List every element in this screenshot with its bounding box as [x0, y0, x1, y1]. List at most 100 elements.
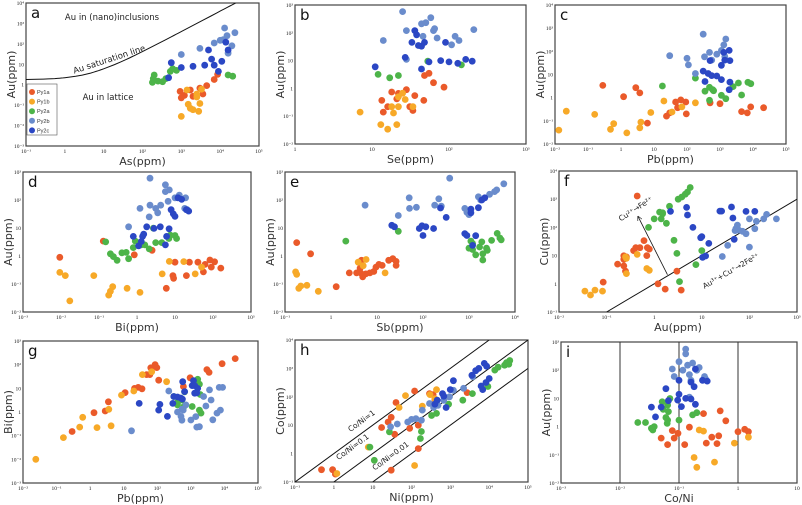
plot-area — [32, 355, 239, 463]
y-tick-label: 10² — [546, 49, 554, 55]
point-py1b — [409, 103, 417, 111]
x-tick-label: 10⁵ — [782, 147, 790, 153]
point-py1a — [599, 82, 607, 89]
point-py2c — [467, 205, 475, 213]
point-py2b — [724, 242, 732, 249]
x-axis-label: Se(ppm) — [387, 153, 434, 166]
x-tick-label: 10 — [172, 315, 178, 321]
x-tick-label: 10³ — [178, 149, 186, 155]
point-py1a — [708, 433, 716, 441]
point-py2b — [763, 211, 770, 218]
point-py1b — [123, 284, 131, 292]
point-py2c — [437, 204, 444, 212]
point-py1b — [426, 391, 434, 398]
point-py1a — [194, 258, 202, 266]
x-tick-label: 10³ — [793, 315, 801, 321]
point-py2c — [682, 395, 690, 402]
point-py1b — [333, 470, 341, 477]
point-py2a — [366, 443, 374, 451]
point-py1b — [79, 413, 87, 421]
point-py1a — [171, 258, 179, 266]
point-py1b — [645, 266, 653, 274]
point-py2c — [475, 204, 482, 212]
y-tick-label: 10⁻¹ — [543, 119, 553, 125]
point-py2b — [448, 41, 455, 49]
point-py2a — [159, 78, 167, 86]
point-py1a — [670, 434, 678, 442]
point-py1a — [643, 252, 651, 259]
point-py2b — [683, 54, 691, 62]
point-py2c — [475, 365, 483, 372]
point-py2a — [129, 244, 137, 252]
x-tick-label: 10 — [651, 147, 657, 153]
point-py2c — [463, 232, 471, 239]
substitution-arrow — [638, 217, 668, 275]
point-py1a — [664, 441, 671, 448]
x-tick-label: 10² — [209, 315, 217, 321]
point-py2b — [692, 70, 699, 77]
point-py1a — [307, 250, 314, 258]
point-py2a — [676, 278, 683, 285]
y-tick-label: 1 — [550, 96, 553, 102]
point-py1a — [414, 421, 422, 429]
point-py1a — [176, 88, 184, 95]
x-tick-label: 1 — [63, 149, 66, 155]
y-tick-label: 10² — [286, 31, 294, 37]
x-tick-label: 10⁴ — [485, 485, 493, 491]
point-py2b — [361, 201, 369, 209]
y-tick-label: 1 — [21, 83, 24, 89]
point-py1b — [189, 106, 197, 114]
point-py1b — [139, 371, 146, 378]
point-py2c — [177, 64, 185, 71]
point-py2b — [435, 195, 443, 203]
x-tick-label: 10⁻² — [554, 315, 564, 321]
reference-line — [372, 367, 528, 482]
x-tick-label: 10⁴ — [749, 147, 757, 153]
y-tick-label: 10 — [288, 59, 294, 65]
panel-letter: d — [28, 173, 38, 191]
x-axis-label: Co/Ni — [664, 492, 693, 505]
y-tick-label: 10⁴ — [286, 338, 294, 344]
y-tick-label: 10⁴ — [546, 3, 554, 9]
x-tick-label: 10⁻³ — [556, 486, 566, 492]
point-py1a — [90, 409, 98, 417]
point-py2a — [229, 72, 237, 80]
point-py1a — [668, 427, 676, 434]
point-py2a — [659, 209, 666, 217]
plot-area — [356, 8, 478, 133]
y-tick-label: 10² — [550, 225, 558, 231]
point-py2a — [701, 87, 709, 95]
point-py2c — [689, 224, 697, 231]
point-py2c — [162, 241, 169, 249]
point-py2b — [403, 27, 410, 34]
point-py2c — [167, 59, 175, 67]
point-py2c — [706, 57, 714, 64]
point-py2a — [642, 419, 649, 426]
point-py1b — [384, 125, 392, 133]
annotation-nano-inclusions: Au in (nano)inclusions — [65, 13, 160, 23]
legend-marker-py1a — [29, 89, 35, 95]
point-py2c — [683, 204, 690, 211]
panel-d: 10⁻³ 10⁻² 10⁻¹ 1 10 10² 10³10⁻²10⁻¹11010²10³Bi… — [2, 170, 255, 334]
point-py2b — [128, 427, 135, 435]
point-py2c — [140, 230, 148, 238]
point-py2b — [720, 41, 728, 49]
point-py2c — [155, 406, 163, 414]
point-py2c — [178, 196, 186, 203]
y-tick-label: 10³ — [286, 3, 294, 9]
point-py2c — [439, 390, 446, 397]
x-tick-label: 1 — [136, 315, 139, 321]
x-tick-label: 10⁻¹ — [602, 315, 612, 321]
y-tick-label: 10³ — [546, 26, 554, 32]
point-py2a — [469, 390, 476, 397]
point-py2c — [437, 57, 445, 64]
point-py2c — [728, 203, 735, 211]
point-py2c — [705, 240, 713, 247]
plot-area — [619, 342, 752, 483]
point-py2c — [442, 214, 450, 221]
point-py2c — [730, 235, 738, 243]
point-py2b — [685, 61, 692, 69]
point-py2a — [670, 236, 678, 244]
point-py2a — [505, 360, 513, 368]
point-py2a — [634, 419, 642, 426]
